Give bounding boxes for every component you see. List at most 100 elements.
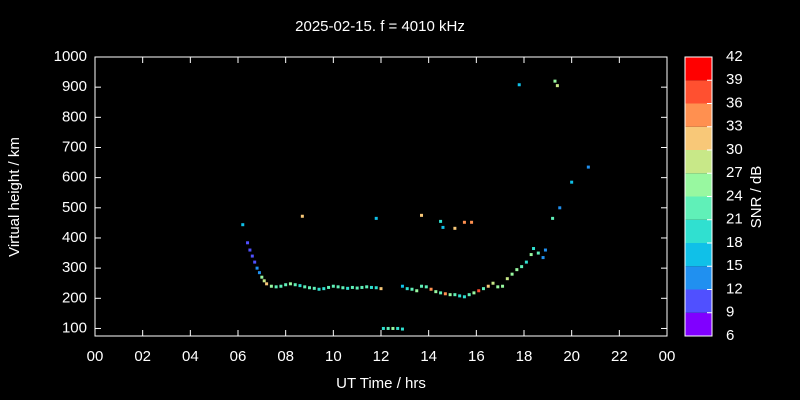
point	[253, 260, 257, 264]
x-tick-label: 18	[516, 348, 533, 365]
point	[551, 216, 555, 220]
colorbar-band	[685, 243, 712, 267]
point	[420, 284, 424, 288]
point	[405, 287, 409, 291]
x-tick-label: 12	[373, 348, 390, 365]
x-tick-label: 00	[87, 348, 104, 365]
point	[529, 253, 533, 257]
point	[415, 289, 419, 293]
y-tick-label: 500	[62, 199, 87, 216]
point	[288, 282, 292, 286]
point	[365, 285, 369, 289]
colorbar-tick-label: 42	[726, 48, 743, 65]
point	[331, 284, 335, 288]
x-tick-label: 10	[325, 348, 342, 365]
x-axis-label: UT Time / hrs	[336, 375, 426, 392]
y-tick-label: 600	[62, 169, 87, 186]
x-tick-label: 02	[134, 348, 151, 365]
y-tick-label: 1000	[54, 48, 87, 65]
point	[434, 290, 438, 294]
colorbar-tick-label: 39	[726, 71, 743, 88]
point	[510, 272, 514, 276]
colorbar-tick-label: 36	[726, 94, 743, 111]
point	[327, 285, 331, 289]
point	[255, 266, 259, 270]
colorbar-tick-label: 30	[726, 141, 743, 158]
point	[308, 286, 311, 290]
point	[246, 241, 250, 245]
point	[410, 287, 414, 291]
point	[570, 180, 574, 184]
colorbar-tick-label: 15	[726, 257, 743, 274]
point	[470, 220, 474, 224]
point	[536, 251, 540, 255]
point	[481, 287, 485, 291]
point	[462, 220, 466, 224]
x-tick-label: 06	[230, 348, 247, 365]
x-tick-label: 14	[420, 348, 437, 365]
point	[558, 206, 562, 210]
colorbar-tick-label: 9	[726, 304, 734, 321]
colorbar-band	[685, 173, 712, 197]
point	[386, 326, 390, 330]
point	[346, 286, 350, 290]
colorbar-tick-label: 6	[726, 327, 734, 344]
y-tick-label: 200	[62, 289, 87, 306]
point	[350, 285, 354, 289]
point	[472, 291, 476, 295]
point	[248, 248, 252, 252]
colorbar-band	[685, 196, 712, 220]
colorbar-band	[685, 126, 712, 150]
point	[477, 289, 481, 293]
point	[424, 285, 428, 289]
colorbar-tick-label: 24	[726, 187, 743, 204]
point	[501, 284, 505, 288]
point	[467, 293, 471, 297]
point	[553, 79, 557, 83]
point	[374, 286, 378, 290]
point	[279, 284, 283, 288]
x-tick-label: 16	[468, 348, 485, 365]
point	[517, 83, 521, 87]
x-tick-label: 04	[182, 348, 199, 365]
point	[274, 285, 278, 289]
point	[374, 216, 378, 220]
point	[257, 271, 261, 275]
point	[303, 285, 307, 289]
point	[317, 287, 321, 291]
point	[265, 282, 269, 286]
colorbar-band	[685, 312, 712, 336]
point	[355, 286, 359, 290]
colorbar-band	[685, 57, 712, 81]
chart-title: 2025-02-15. f = 4010 kHz	[295, 18, 465, 35]
y-tick-label: 900	[62, 78, 87, 95]
point	[250, 254, 254, 258]
colorbar-tick-label: 21	[726, 211, 743, 228]
point	[312, 286, 316, 290]
colorbar-tick-label: 27	[726, 164, 743, 181]
point	[458, 294, 462, 298]
point	[491, 281, 495, 285]
plot-frame	[94, 56, 668, 337]
point	[448, 293, 452, 297]
x-tick-label: 00	[659, 348, 676, 365]
point	[400, 284, 404, 288]
point	[262, 279, 266, 283]
point	[391, 326, 395, 330]
point	[543, 248, 547, 252]
point	[269, 284, 273, 288]
point	[541, 256, 545, 260]
y-axis-label: Virtual height / km	[6, 137, 23, 257]
point	[524, 260, 528, 264]
colorbar-band	[685, 289, 712, 313]
point	[496, 285, 500, 289]
point	[284, 283, 288, 287]
point	[486, 284, 490, 288]
point	[586, 165, 590, 169]
point	[462, 295, 466, 299]
point	[520, 265, 524, 269]
point	[360, 285, 364, 289]
point	[322, 287, 326, 291]
x-tick-label: 20	[563, 348, 580, 365]
